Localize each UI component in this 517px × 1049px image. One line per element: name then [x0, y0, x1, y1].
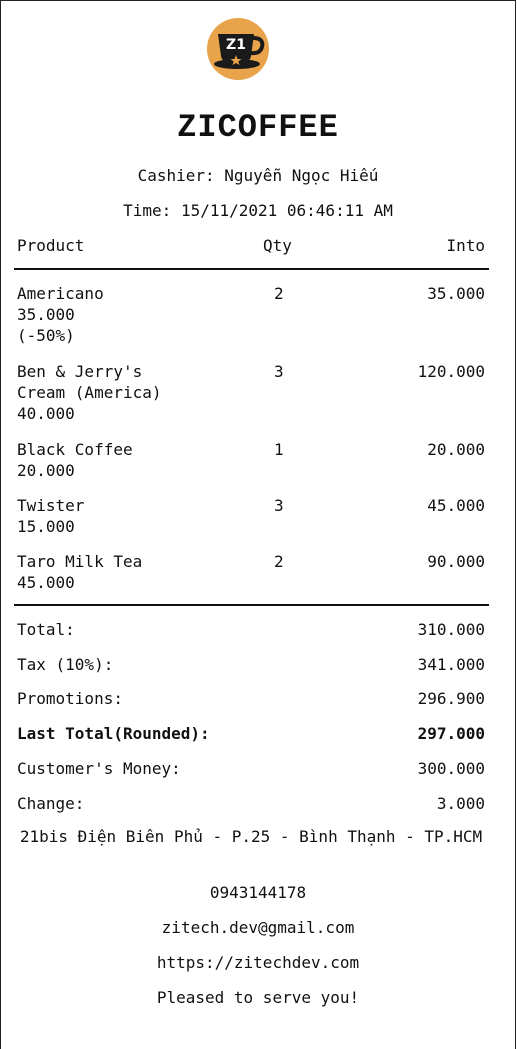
column-product: Product	[17, 236, 85, 255]
divider-top	[14, 268, 489, 270]
divider-bottom	[14, 604, 489, 606]
coffee-cup-logo-icon: Z1	[207, 18, 269, 80]
summary-promotions: Promotions: 296.900	[17, 688, 485, 710]
summary-value: 297.000	[417, 724, 485, 743]
summary-tax: Tax (10%): 341.000	[17, 654, 485, 676]
summary-value: 300.000	[417, 759, 485, 778]
item-price: 20.000	[17, 461, 75, 480]
item-into: 35.000	[427, 284, 485, 303]
store-email: zitech.dev@gmail.com	[161, 918, 355, 937]
list-item: Ben & Jerry's Cream (America) 40.000 3 1…	[17, 361, 485, 427]
logo: Z1	[206, 17, 270, 81]
item-qty: 1	[274, 440, 284, 459]
summary-label: Tax (10%):	[17, 655, 114, 674]
item-into: 20.000	[427, 440, 485, 459]
summary-total: Total: 310.000	[17, 619, 485, 641]
list-item: Americano 35.000 (-50%) 2 35.000	[17, 283, 485, 349]
summary-label: Promotions:	[17, 689, 123, 708]
item-discount: (-50%)	[17, 326, 75, 345]
store-address: 21bis Điện Biên Phủ - P.25 - Bình Thạnh …	[19, 827, 483, 846]
item-into: 45.000	[427, 496, 485, 515]
svg-text:Z1: Z1	[226, 37, 246, 53]
summary-value: 3.000	[436, 794, 485, 813]
summary-change: Change: 3.000	[17, 793, 485, 815]
item-name: Black Coffee	[17, 440, 133, 459]
summary-value: 296.900	[417, 689, 485, 708]
cashier-line: Cashier: Nguyễn Ngọc Hiếu	[137, 166, 379, 185]
column-qty: Qty	[263, 236, 292, 255]
item-qty: 3	[274, 362, 284, 381]
item-name-line2: Cream (America)	[17, 383, 162, 402]
item-qty: 2	[274, 284, 284, 303]
summary-value: 310.000	[417, 620, 485, 639]
summary-label: Total:	[17, 620, 75, 639]
item-name: Taro Milk Tea	[17, 552, 143, 571]
item-name: Ben & Jerry's	[17, 362, 143, 381]
summary-customer-money: Customer's Money: 300.000	[17, 758, 485, 780]
list-item: Taro Milk Tea 45.000 2 90.000	[17, 551, 485, 595]
thank-you-message: Pleased to serve you!	[156, 988, 360, 1007]
item-qty: 3	[274, 496, 284, 515]
list-item: Black Coffee 20.000 1 20.000	[17, 439, 485, 483]
summary-label: Last Total(Rounded):	[17, 724, 210, 743]
store-phone: 0943144178	[209, 883, 307, 902]
store-name: ZICOFFEE	[177, 109, 339, 146]
item-price: 15.000	[17, 517, 75, 536]
summary-label: Change:	[17, 794, 85, 813]
item-qty: 2	[274, 552, 284, 571]
time-line: Time: 15/11/2021 06:46:11 AM	[123, 201, 393, 220]
item-price: 40.000	[17, 404, 75, 423]
item-into: 120.000	[417, 362, 485, 381]
summary-value: 341.000	[417, 655, 485, 674]
summary-label: Customer's Money:	[17, 759, 181, 778]
item-price: 45.000	[17, 573, 75, 592]
item-price: 35.000	[17, 305, 75, 324]
list-item: Twister 15.000 3 45.000	[17, 495, 485, 539]
item-into: 90.000	[427, 552, 485, 571]
column-into: Into	[446, 236, 485, 255]
item-name: Americano	[17, 284, 104, 303]
summary-last-total: Last Total(Rounded): 297.000	[17, 723, 485, 745]
item-name: Twister	[17, 496, 85, 515]
column-header-row: Product Qty Into	[17, 235, 485, 257]
store-website: https://zitechdev.com	[156, 953, 360, 972]
